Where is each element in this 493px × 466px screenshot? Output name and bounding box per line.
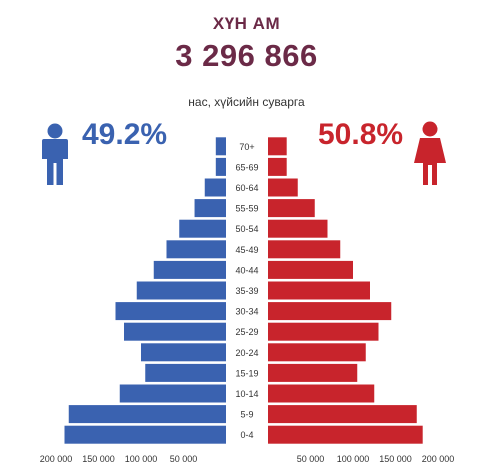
chart-subtitle: нас, хүйсийн суварга <box>188 95 305 109</box>
x-tick-right: 50 000 <box>297 454 325 464</box>
male-percent: 49.2% <box>82 118 168 151</box>
x-tick-left: 100 000 <box>125 454 158 464</box>
male-bar-5-9 <box>68 405 226 424</box>
female-bar-30-34 <box>268 302 392 321</box>
female-percent: 50.8% <box>318 118 404 151</box>
female-bar-65-69 <box>268 157 287 176</box>
male-bar-45-49 <box>166 240 226 259</box>
page-title: ХҮН АМ <box>212 14 281 33</box>
male-bar-25-29 <box>124 322 226 341</box>
female-bar-15-19 <box>268 363 358 382</box>
age-label-10-14: 10-14 <box>235 389 258 399</box>
female-bar-45-49 <box>268 240 341 259</box>
age-label-40-44: 40-44 <box>235 265 258 275</box>
age-label-70+: 70+ <box>239 142 254 152</box>
age-label-25-29: 25-29 <box>235 327 258 337</box>
female-bar-35-39 <box>268 281 370 300</box>
male-bar-40-44 <box>153 260 226 279</box>
male-bar-30-34 <box>115 302 226 321</box>
female-bar-50-54 <box>268 219 328 238</box>
age-label-20-24: 20-24 <box>235 348 258 358</box>
male-bar-70+ <box>215 137 226 156</box>
age-label-45-49: 45-49 <box>235 245 258 255</box>
age-label-35-39: 35-39 <box>235 286 258 296</box>
female-bar-55-59 <box>268 199 315 218</box>
x-tick-left: 150 000 <box>82 454 115 464</box>
female-bar-70+ <box>268 137 287 156</box>
male-bar-10-14 <box>119 384 226 403</box>
female-bar-20-24 <box>268 343 366 362</box>
female-bar-0-4 <box>268 425 423 444</box>
age-label-50-54: 50-54 <box>235 224 258 234</box>
female-bar-25-29 <box>268 322 379 341</box>
x-tick-right: 200 000 <box>422 454 455 464</box>
x-tick-right: 100 000 <box>337 454 370 464</box>
male-bar-55-59 <box>194 199 226 218</box>
x-tick-left: 50 000 <box>170 454 198 464</box>
x-tick-left: 200 000 <box>40 454 73 464</box>
male-bar-0-4 <box>64 425 226 444</box>
male-bar-50-54 <box>179 219 226 238</box>
age-label-0-4: 0-4 <box>240 430 253 440</box>
male-bar-20-24 <box>141 343 226 362</box>
age-label-30-34: 30-34 <box>235 307 258 317</box>
age-label-15-19: 15-19 <box>235 368 258 378</box>
male-bar-60-64 <box>204 178 226 197</box>
age-label-60-64: 60-64 <box>235 183 258 193</box>
female-bar-40-44 <box>268 260 353 279</box>
age-label-65-69: 65-69 <box>235 162 258 172</box>
female-person-icon <box>414 121 446 185</box>
female-bar-5-9 <box>268 405 417 424</box>
female-bar-10-14 <box>268 384 375 403</box>
male-bar-65-69 <box>215 157 226 176</box>
age-label-55-59: 55-59 <box>235 204 258 214</box>
x-tick-right: 150 000 <box>379 454 412 464</box>
male-bar-35-39 <box>136 281 226 300</box>
male-person-icon <box>42 123 68 185</box>
total-population: 3 296 866 <box>175 38 318 73</box>
male-bar-15-19 <box>145 363 226 382</box>
female-bar-60-64 <box>268 178 298 197</box>
age-label-5-9: 5-9 <box>240 410 253 420</box>
